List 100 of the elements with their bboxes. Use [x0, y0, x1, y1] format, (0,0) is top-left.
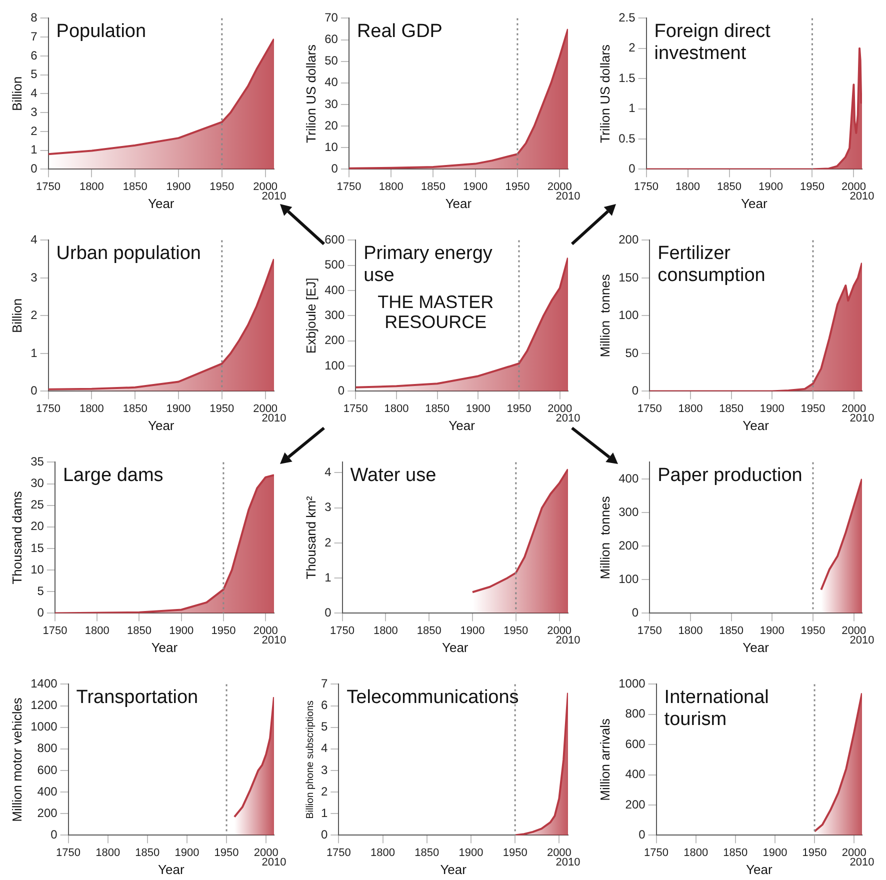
x-tick-label: 1950 [211, 624, 236, 637]
x-tick-label: 1950 [214, 846, 239, 859]
x-tick-label: 1750 [36, 180, 61, 193]
y-tick-label: 0 [338, 384, 345, 398]
y-tick-label: 60 [324, 32, 338, 46]
y-tick-label: 1 [324, 570, 332, 584]
y-axis-title: Trilion US dollars [303, 44, 318, 143]
y-tick-label: 25 [30, 498, 44, 512]
text: 2010 [556, 856, 580, 869]
x-tick-label: 2000 [548, 402, 572, 415]
x-axis-title: Year [742, 640, 770, 655]
y-tick-label: 1 [320, 806, 328, 820]
text: 2010 [850, 634, 874, 647]
x-tick-label: 2000 [547, 624, 572, 637]
y-tick-label: 200 [618, 232, 639, 247]
x-tick-label: 1900 [463, 180, 488, 193]
y-tick-label: 0 [30, 162, 38, 176]
y-tick-label: 400 [625, 767, 646, 782]
x-tick-label: 1750 [36, 402, 61, 415]
y-tick-label: 3 [324, 500, 332, 514]
y-tick-label: 20 [30, 519, 44, 534]
chart-title: Real GDP [356, 20, 442, 42]
y-tick-label: 10 [30, 562, 44, 576]
chart-title: Telecommunications [346, 686, 519, 708]
y-tick-label: 30 [324, 96, 338, 111]
y-axis-title: Million tonnes [597, 496, 612, 580]
x-tick-label: 1850 [135, 846, 160, 859]
x-tick-label: 1900 [466, 402, 490, 415]
x-tick-label: 1950 [800, 180, 824, 193]
y-tick-label: 200 [324, 333, 345, 348]
y-axis-title: Trilion US dollars [597, 44, 612, 143]
text: 2010 [556, 190, 580, 203]
y-tick-label: 150 [618, 270, 639, 284]
x-tick-label: 1750 [644, 846, 669, 859]
y-axis-title: Million motor vehicles [9, 697, 24, 822]
text: International tourism [664, 686, 769, 730]
x-tick-label: 1850 [723, 846, 748, 859]
x-axis-title: Year [151, 640, 178, 655]
x-tick-label: 1950 [210, 180, 234, 193]
x-tick-label: 1850 [719, 624, 744, 637]
x-tick-label: 1950 [210, 402, 234, 415]
x-tick-label: 1800 [79, 180, 104, 193]
y-tick-label: 1.5 [618, 70, 636, 85]
y-tick-label: 30 [30, 476, 44, 490]
y-tick-label: 0 [638, 828, 646, 842]
y-tick-label: 0.5 [618, 131, 636, 146]
y-tick-label: 400 [618, 471, 639, 486]
y-tick-label: 5 [37, 584, 44, 598]
y-tick-label: 0 [632, 384, 639, 398]
x-tick-label: 1750 [56, 846, 81, 859]
text: Fertilizer consumption [658, 242, 766, 286]
x-tick-label: 1800 [96, 846, 120, 859]
y-tick-label: 600 [324, 232, 345, 247]
x-axis-title: Year [158, 862, 185, 877]
y-tick-label: 1 [30, 346, 38, 360]
x-tick-label: 2000 [842, 402, 866, 415]
x-tick-label: 1900 [760, 402, 784, 415]
y-tick-label: 800 [625, 706, 646, 721]
x-axis-title: Year [148, 196, 175, 211]
y-axis-title: Billion phone subscriptions [304, 700, 316, 819]
y-tick-label: 5 [30, 67, 38, 82]
y-tick-label: 400 [324, 282, 345, 297]
x-tick-label: 1900 [174, 846, 200, 859]
y-axis-title: Exbjoule [EJ] [303, 278, 318, 354]
chart-title: Population [56, 20, 146, 42]
text: 2010 [262, 856, 286, 869]
y-tick-label: 1 [30, 142, 38, 157]
x-tick-label: 1850 [717, 180, 742, 193]
x-tick-label: 1800 [678, 402, 703, 415]
y-tick-label: 0 [632, 606, 639, 620]
y-tick-label: 8 [30, 10, 38, 25]
x-tick-label: 1750 [634, 180, 659, 193]
text: 2010 [262, 634, 286, 647]
y-tick-label: 15 [30, 540, 44, 555]
x-tick-label: 1950 [504, 624, 528, 637]
x-tick-label: 1900 [762, 846, 788, 859]
x-tick-label: 1800 [676, 180, 700, 193]
x-tick-label: 1900 [166, 402, 191, 415]
y-tick-label: 1200 [30, 698, 58, 712]
x-axis-title: Year [442, 640, 469, 655]
x-tick-label: 2000 [253, 402, 278, 415]
x-tick-label: 1950 [800, 402, 826, 415]
x-tick-label: 1950 [502, 846, 528, 859]
y-tick-label: 2 [324, 535, 332, 550]
x-tick-label: 1850 [126, 624, 152, 637]
x-tick-label: 1800 [79, 402, 104, 415]
y-tick-label: 3 [320, 762, 328, 777]
x-tick-label: 2000 [841, 180, 866, 193]
chart-title: Water use [350, 464, 436, 486]
y-tick-label: 600 [37, 762, 58, 777]
x-tick-label: 1750 [326, 846, 351, 859]
text: 2010 [262, 190, 286, 203]
y-tick-label: 0 [30, 384, 38, 398]
y-tick-label: 6 [320, 698, 328, 712]
x-tick-label: 1800 [378, 180, 404, 193]
y-tick-label: 0 [50, 828, 58, 842]
x-tick-label: 1800 [373, 624, 398, 637]
text: Foreign direct investment [654, 20, 772, 64]
y-tick-label: 2 [30, 124, 38, 138]
y-tick-label: 0 [331, 162, 338, 176]
